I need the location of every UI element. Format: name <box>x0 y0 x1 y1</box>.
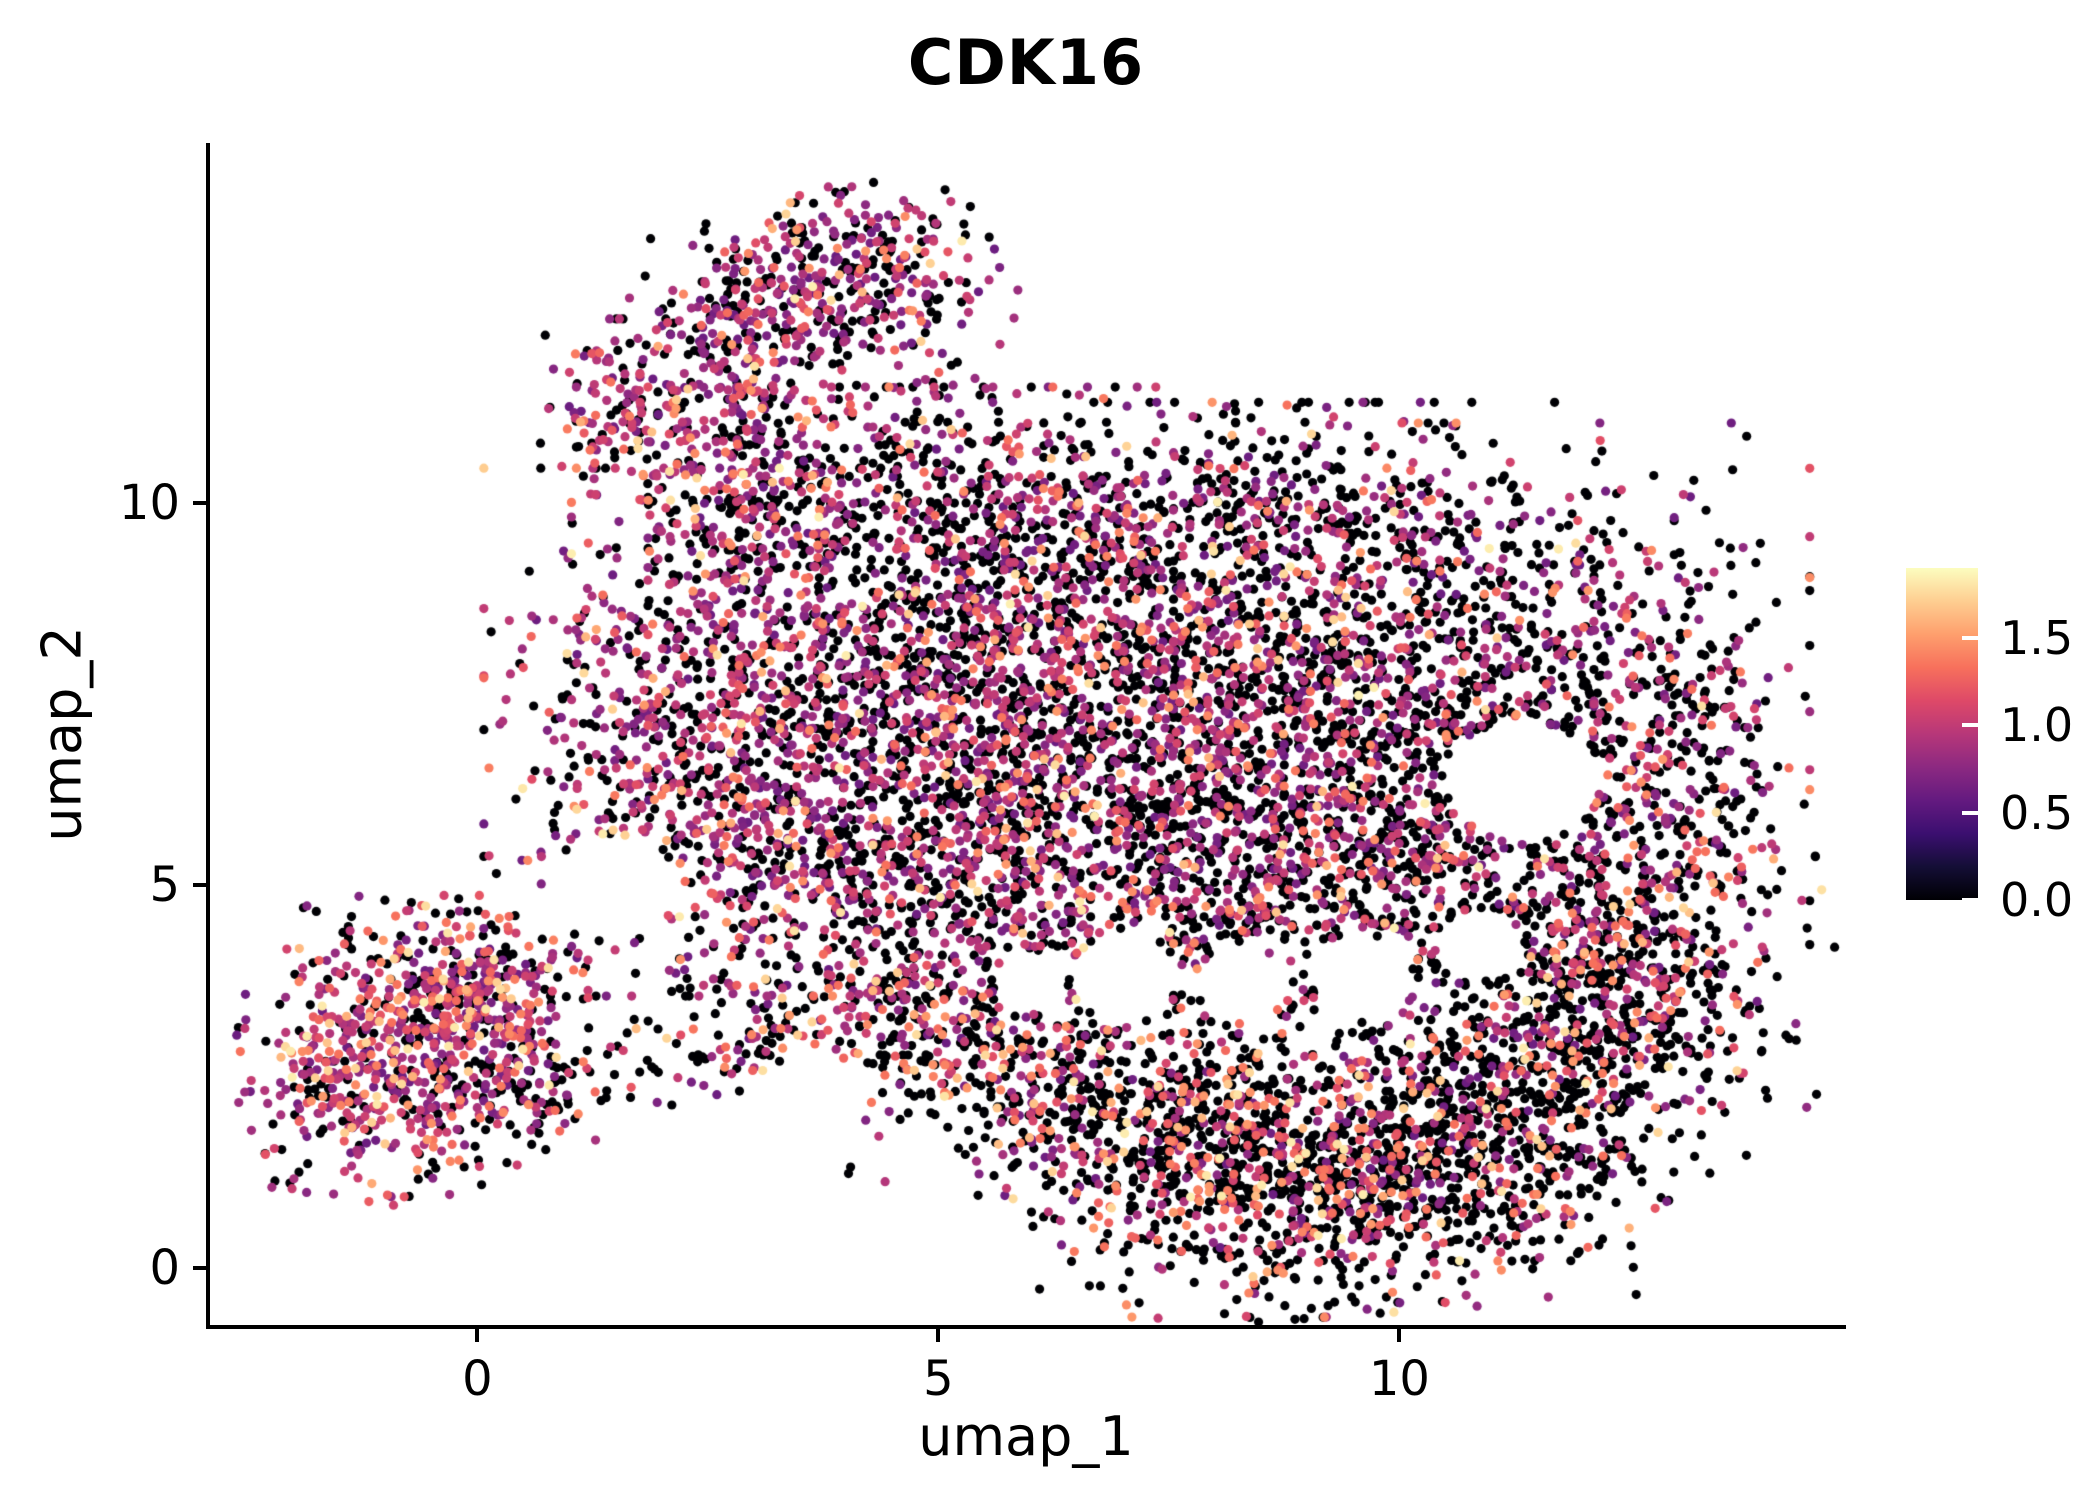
y-tick-label: 5 <box>149 857 180 914</box>
x-tick-label: 10 <box>1368 1351 1430 1407</box>
y-tick-mark <box>193 1265 207 1270</box>
y-tick-label: 0 <box>149 1239 180 1296</box>
colorbar-tick-label: 1.0 <box>2000 698 2074 753</box>
x-axis-line <box>206 1325 1846 1329</box>
x-axis-label: umap_1 <box>918 1405 1134 1468</box>
x-tick-mark <box>936 1328 941 1342</box>
y-tick-mark <box>193 500 207 505</box>
colorbar-gradient <box>1906 568 1978 900</box>
y-tick-mark <box>193 883 207 888</box>
colorbar-legend <box>1906 568 1978 902</box>
plot-panel <box>210 143 1842 1325</box>
x-tick-mark <box>475 1328 480 1342</box>
colorbar-tick-mark <box>1962 635 1978 640</box>
y-tick-label: 10 <box>118 474 180 531</box>
y-axis-label: umap_2 <box>30 626 94 842</box>
colorbar-tick-mark <box>1962 723 1978 728</box>
x-tick-label: 5 <box>923 1351 954 1407</box>
x-tick-label: 0 <box>462 1351 493 1407</box>
colorbar-tick-mark <box>1962 810 1978 815</box>
plot-title: CDK16 <box>907 26 1145 99</box>
scatter-canvas <box>210 143 1842 1325</box>
colorbar-tick-label: 1.5 <box>2000 610 2074 665</box>
x-tick-mark <box>1397 1328 1402 1342</box>
colorbar-tick-label: 0.0 <box>2000 873 2074 927</box>
y-axis-line <box>206 143 210 1329</box>
colorbar-tick-mark <box>1962 898 1978 902</box>
colorbar-tick-label: 0.5 <box>2000 785 2074 840</box>
